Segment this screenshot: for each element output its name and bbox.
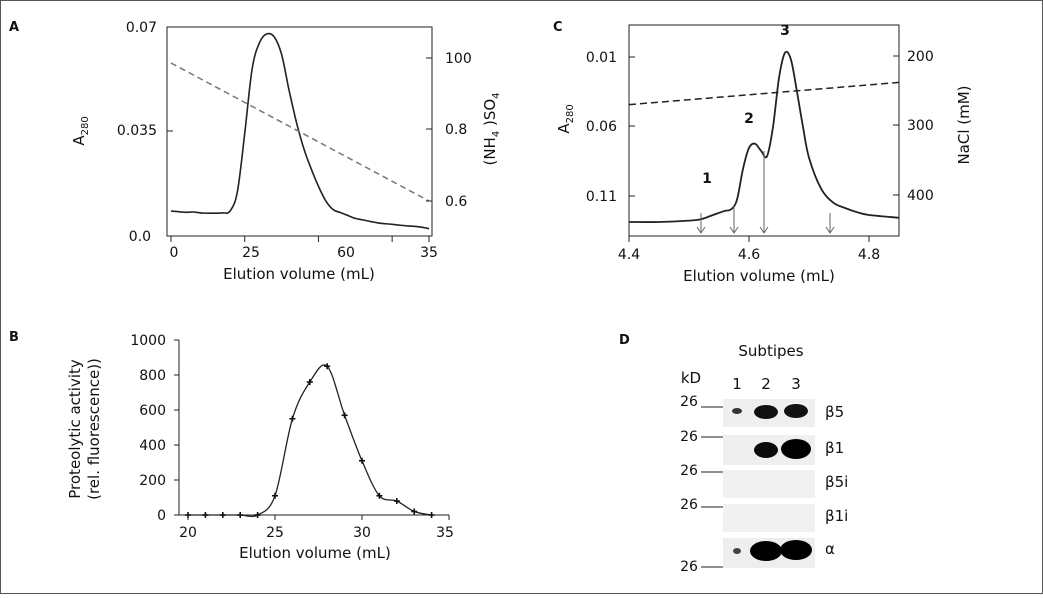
a-y-axis-label: A280 bbox=[70, 116, 91, 145]
c-y2-axis-label: NaCl (mM) bbox=[955, 85, 973, 164]
c-ytick-label-1: 0.06 bbox=[586, 119, 617, 135]
panel-label-d: D bbox=[619, 333, 630, 348]
a-xtick-label-3: 35 bbox=[420, 245, 438, 261]
c-x-axis-label: Elution volume (mL) bbox=[683, 267, 835, 285]
d-unit-label: kD bbox=[681, 369, 701, 387]
d-band-b5-lane-2 bbox=[754, 405, 778, 419]
c-xtick-label-2: 4.8 bbox=[858, 247, 880, 263]
d-lane-label-2: 2 bbox=[761, 375, 771, 393]
c-y2tick-label-1: 300 bbox=[907, 118, 934, 134]
a-y-axis-label-subscript: 280 bbox=[80, 116, 91, 135]
b-xtick-label-3: 35 bbox=[436, 525, 454, 541]
c-peak-label-2: 2 bbox=[744, 111, 754, 127]
a-y2tick-label-1: 0.8 bbox=[445, 122, 467, 138]
panel-c-frame bbox=[628, 24, 900, 237]
b-ytick-label-4: 800 bbox=[139, 368, 166, 384]
c-xtick-label-0: 4.4 bbox=[618, 247, 640, 263]
d-marker-label-2: 26 bbox=[680, 429, 698, 445]
a-y2tick-label-0: 100 bbox=[445, 51, 472, 67]
panel-a-right-ticks: 100 0.8 0.6 bbox=[426, 51, 472, 210]
panel-c-y-ticks: 0.01 0.06 0.11 bbox=[586, 50, 635, 205]
c-fraction-arrow-head-3 bbox=[825, 226, 835, 234]
a-ytick-label-2: 0.07 bbox=[126, 20, 157, 36]
a-series-salt-gradient-line bbox=[170, 62, 430, 202]
b-series-activity-line bbox=[187, 364, 432, 518]
d-band-b5-lane-3 bbox=[784, 404, 808, 418]
c-y2tick-label-2: 400 bbox=[907, 188, 934, 204]
panel-c-plot-area: 1 2 3 bbox=[628, 23, 900, 234]
d-row-label-b5i: β5i bbox=[825, 473, 848, 491]
b-ytick-label-1: 200 bbox=[139, 473, 166, 489]
b-ytick-label-0: 0 bbox=[157, 508, 166, 524]
d-subtypes-title: Subtipes bbox=[738, 342, 803, 360]
b-xtick-label-1: 25 bbox=[266, 525, 284, 541]
c-xtick-label-1: 4.6 bbox=[738, 247, 760, 263]
c-fraction-arrow-head-2 bbox=[759, 226, 769, 234]
b-xtick-label-2: 30 bbox=[353, 525, 371, 541]
a-series-absorbance-line bbox=[170, 32, 430, 230]
d-row-label-b5: β5 bbox=[825, 403, 844, 421]
d-marker-label-1: 26 bbox=[680, 394, 698, 410]
b-x-axis-label: Elution volume (mL) bbox=[239, 544, 391, 562]
d-marker-label-5: 26 bbox=[680, 559, 698, 575]
panel-a: 0.0 0.035 0.07 100 0.8 0.6 0 25 60 35 El… bbox=[70, 20, 502, 283]
d-row-label-alpha: α bbox=[825, 540, 835, 558]
d-strip-4 bbox=[723, 504, 815, 532]
panel-label-b: B bbox=[9, 330, 19, 345]
c-series-nacl-gradient-line bbox=[628, 81, 900, 106]
d-row-label-b1: β1 bbox=[825, 439, 844, 457]
b-ytick-label-2: 400 bbox=[139, 438, 166, 454]
a-y2-axis-label: (NH4 )SO4 bbox=[481, 92, 502, 165]
a-xtick-label-1: 25 bbox=[242, 245, 260, 261]
d-band-b1-lane-2 bbox=[754, 442, 778, 458]
c-ytick-label-0: 0.01 bbox=[586, 50, 617, 66]
panel-a-y-ticks: 0.0 0.035 0.07 bbox=[117, 20, 173, 245]
d-band-alpha-lane-3 bbox=[780, 540, 812, 560]
b-ytick-label-3: 600 bbox=[139, 403, 166, 419]
b-xtick-label-0: 20 bbox=[179, 525, 197, 541]
panel-d: Subtipes kD 1 2 3 26 26 26 26 26 β5 β1 bbox=[680, 342, 848, 575]
a-y2tick-label-2: 0.6 bbox=[445, 194, 467, 210]
a-xtick-label-0: 0 bbox=[170, 245, 179, 261]
panel-b: 0 200 400 600 800 1000 20 25 30 35 Eluti… bbox=[66, 333, 454, 562]
a-ytick-label-0: 0.0 bbox=[129, 229, 151, 245]
d-band-b5-lane-1 bbox=[732, 408, 742, 414]
a-xtick-label-2: 60 bbox=[337, 245, 355, 261]
c-series-absorbance-line bbox=[628, 50, 900, 223]
d-row-label-b1i: β1i bbox=[825, 507, 848, 525]
panel-c-right-ticks: 200 300 400 bbox=[893, 49, 934, 204]
panel-label-c: C bbox=[553, 20, 563, 35]
c-fraction-arrow-head-0 bbox=[696, 226, 706, 234]
panel-c-x-ticks: 4.4 4.6 4.8 bbox=[618, 236, 880, 263]
panel-a-plot-area bbox=[170, 32, 430, 242]
c-y2tick-label-0: 200 bbox=[907, 49, 934, 65]
c-y-axis-label: A280 bbox=[555, 104, 576, 133]
d-marker-label-3: 26 bbox=[680, 463, 698, 479]
d-band-alpha-lane-1 bbox=[733, 548, 741, 554]
b-y-axis-label-line-1: Proteolytic activity bbox=[66, 359, 84, 499]
d-lane-label-3: 3 bbox=[791, 375, 801, 393]
d-band-b1-lane-3 bbox=[781, 439, 811, 459]
c-peak-label-1: 1 bbox=[702, 171, 712, 187]
panel-b-x-ticks: 20 25 30 35 bbox=[179, 515, 454, 541]
panel-b-plot-area bbox=[185, 363, 435, 518]
d-strip-3 bbox=[723, 470, 815, 498]
panel-b-y-ticks: 0 200 400 600 800 1000 bbox=[130, 333, 179, 524]
d-band-alpha-lane-2 bbox=[750, 541, 782, 561]
b-ytick-label-5: 1000 bbox=[130, 333, 166, 349]
panel-c: 1 2 3 0.01 0.06 0.11 200 300 400 4.4 4.6 4… bbox=[555, 23, 973, 285]
panel-a-x-ticks: 0 25 60 35 bbox=[170, 245, 438, 261]
c-fraction-arrow-head-1 bbox=[729, 226, 739, 234]
b-y-axis-label-line-2: (rel. fluorescence)) bbox=[85, 358, 103, 500]
c-ytick-label-2: 0.11 bbox=[586, 189, 617, 205]
d-marker-label-4: 26 bbox=[680, 497, 698, 513]
a-ytick-label-1: 0.035 bbox=[117, 123, 157, 139]
d-lane-label-1: 1 bbox=[732, 375, 742, 393]
a-x-axis-label: Elution volume (mL) bbox=[223, 265, 375, 283]
c-peak-label-3: 3 bbox=[780, 23, 790, 39]
panel-label-a: A bbox=[9, 20, 19, 35]
c-y-axis-label-subscript: 280 bbox=[565, 104, 576, 123]
